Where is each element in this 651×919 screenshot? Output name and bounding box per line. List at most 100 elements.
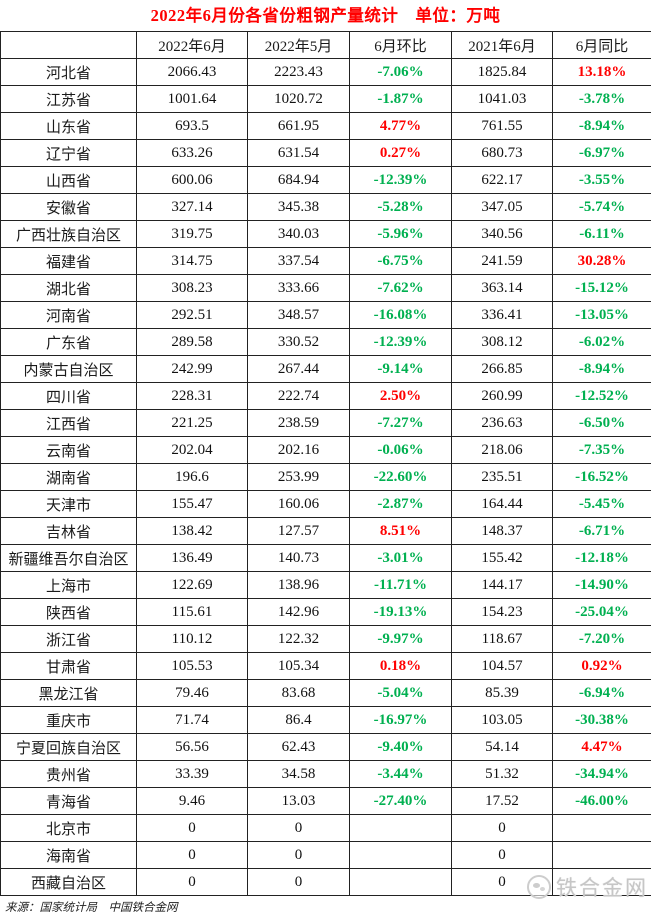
value-cell: 0 bbox=[247, 868, 350, 896]
value-cell: 0 bbox=[136, 841, 248, 869]
mom-percent-cell: -2.87% bbox=[349, 490, 452, 518]
mom-percent-cell: -9.40% bbox=[349, 733, 452, 761]
value-cell: 340.03 bbox=[247, 220, 350, 248]
value-cell: 680.73 bbox=[451, 139, 553, 167]
value-cell: 348.57 bbox=[247, 301, 350, 329]
value-cell: 0 bbox=[451, 814, 553, 842]
table-header-row: 2022年6月 2022年5月 6月环比 2021年6月 6月同比 bbox=[0, 31, 651, 59]
table-row: 新疆维吾尔自治区 136.49 140.73 -3.01% 155.42 -12.18% bbox=[0, 544, 651, 572]
mom-percent-cell: -9.97% bbox=[349, 625, 452, 653]
value-cell: 633.26 bbox=[136, 139, 248, 167]
value-cell: 140.73 bbox=[247, 544, 350, 572]
province-cell: 江西省 bbox=[0, 409, 137, 437]
header-may-2022: 2022年5月 bbox=[247, 31, 350, 59]
mom-percent-cell: 4.77% bbox=[349, 112, 452, 140]
yoy-percent-cell: -8.94% bbox=[552, 355, 651, 383]
value-cell: 363.14 bbox=[451, 274, 553, 302]
mom-percent-cell: -12.39% bbox=[349, 166, 452, 194]
table-row: 湖北省 308.23 333.66 -7.62% 363.14 -15.12% bbox=[0, 274, 651, 302]
value-cell: 56.56 bbox=[136, 733, 248, 761]
table-row: 安徽省 327.14 345.38 -5.28% 347.05 -5.74% bbox=[0, 193, 651, 221]
province-cell: 辽宁省 bbox=[0, 139, 137, 167]
mom-percent-cell: -16.97% bbox=[349, 706, 452, 734]
value-cell: 148.37 bbox=[451, 517, 553, 545]
yoy-percent-cell: 30.28% bbox=[552, 247, 651, 275]
yoy-percent-cell: -7.35% bbox=[552, 436, 651, 464]
value-cell: 118.67 bbox=[451, 625, 553, 653]
page-title: 2022年6月份各省份粗钢产量统计 单位：万吨 bbox=[150, 6, 501, 25]
steel-output-table: 2022年6月 2022年5月 6月环比 2021年6月 6月同比 河北省 206… bbox=[0, 31, 651, 896]
table-row: 广西壮族自治区 319.75 340.03 -5.96% 340.56 -6.11% bbox=[0, 220, 651, 248]
mom-percent-cell: -5.96% bbox=[349, 220, 452, 248]
yoy-percent-cell: -5.74% bbox=[552, 193, 651, 221]
value-cell: 122.32 bbox=[247, 625, 350, 653]
value-cell: 684.94 bbox=[247, 166, 350, 194]
value-cell: 155.47 bbox=[136, 490, 248, 518]
value-cell: 196.6 bbox=[136, 463, 248, 491]
value-cell: 1825.84 bbox=[451, 58, 553, 86]
value-cell: 127.57 bbox=[247, 517, 350, 545]
table-row: 福建省 314.75 337.54 -6.75% 241.59 30.28% bbox=[0, 247, 651, 275]
value-cell: 340.56 bbox=[451, 220, 553, 248]
value-cell: 104.57 bbox=[451, 652, 553, 680]
yoy-percent-cell: 13.18% bbox=[552, 58, 651, 86]
value-cell: 136.49 bbox=[136, 544, 248, 572]
value-cell: 337.54 bbox=[247, 247, 350, 275]
value-cell: 142.96 bbox=[247, 598, 350, 626]
value-cell: 289.58 bbox=[136, 328, 248, 356]
table-row: 上海市 122.69 138.96 -11.71% 144.17 -14.90% bbox=[0, 571, 651, 599]
value-cell: 333.66 bbox=[247, 274, 350, 302]
header-jun-2021: 2021年6月 bbox=[451, 31, 553, 59]
value-cell: 202.16 bbox=[247, 436, 350, 464]
province-cell: 内蒙古自治区 bbox=[0, 355, 137, 383]
value-cell: 222.74 bbox=[247, 382, 350, 410]
mom-percent-cell: -12.39% bbox=[349, 328, 452, 356]
value-cell: 33.39 bbox=[136, 760, 248, 788]
value-cell: 1001.64 bbox=[136, 85, 248, 113]
value-cell: 761.55 bbox=[451, 112, 553, 140]
table-row: 湖南省 196.6 253.99 -22.60% 235.51 -16.52% bbox=[0, 463, 651, 491]
yoy-percent-cell: 0.92% bbox=[552, 652, 651, 680]
table-row: 吉林省 138.42 127.57 8.51% 148.37 -6.71% bbox=[0, 517, 651, 545]
table-row: 浙江省 110.12 122.32 -9.97% 118.67 -7.20% bbox=[0, 625, 651, 653]
value-cell: 54.14 bbox=[451, 733, 553, 761]
province-cell: 宁夏回族自治区 bbox=[0, 733, 137, 761]
table-row: 广东省 289.58 330.52 -12.39% 308.12 -6.02% bbox=[0, 328, 651, 356]
yoy-percent-cell: -30.38% bbox=[552, 706, 651, 734]
table-row: 重庆市 71.74 86.4 -16.97% 103.05 -30.38% bbox=[0, 706, 651, 734]
value-cell: 34.58 bbox=[247, 760, 350, 788]
table-row: 云南省 202.04 202.16 -0.06% 218.06 -7.35% bbox=[0, 436, 651, 464]
table-row: 四川省 228.31 222.74 2.50% 260.99 -12.52% bbox=[0, 382, 651, 410]
value-cell: 105.34 bbox=[247, 652, 350, 680]
value-cell: 622.17 bbox=[451, 166, 553, 194]
value-cell: 0 bbox=[247, 841, 350, 869]
yoy-percent-cell: -7.20% bbox=[552, 625, 651, 653]
header-yoy-change: 6月同比 bbox=[552, 31, 651, 59]
value-cell: 631.54 bbox=[247, 139, 350, 167]
value-cell: 314.75 bbox=[136, 247, 248, 275]
province-cell: 陕西省 bbox=[0, 598, 137, 626]
yoy-percent-cell: -3.78% bbox=[552, 85, 651, 113]
yoy-percent-cell: -34.94% bbox=[552, 760, 651, 788]
province-cell: 云南省 bbox=[0, 436, 137, 464]
table-row: 山西省 600.06 684.94 -12.39% 622.17 -3.55% bbox=[0, 166, 651, 194]
value-cell: 2066.43 bbox=[136, 58, 248, 86]
mom-percent-cell: -22.60% bbox=[349, 463, 452, 491]
mom-percent-cell bbox=[349, 814, 452, 842]
value-cell: 345.38 bbox=[247, 193, 350, 221]
value-cell: 115.61 bbox=[136, 598, 248, 626]
province-cell: 黑龙江省 bbox=[0, 679, 137, 707]
province-cell: 海南省 bbox=[0, 841, 137, 869]
value-cell: 2223.43 bbox=[247, 58, 350, 86]
yoy-percent-cell: -3.55% bbox=[552, 166, 651, 194]
value-cell: 0 bbox=[451, 841, 553, 869]
table-row: 山东省 693.5 661.95 4.77% 761.55 -8.94% bbox=[0, 112, 651, 140]
value-cell: 154.23 bbox=[451, 598, 553, 626]
mom-percent-cell: -5.28% bbox=[349, 193, 452, 221]
value-cell: 267.44 bbox=[247, 355, 350, 383]
value-cell: 327.14 bbox=[136, 193, 248, 221]
table-row: 河北省 2066.43 2223.43 -7.06% 1825.84 13.18% bbox=[0, 58, 651, 86]
value-cell: 693.5 bbox=[136, 112, 248, 140]
value-cell: 155.42 bbox=[451, 544, 553, 572]
province-cell: 湖南省 bbox=[0, 463, 137, 491]
